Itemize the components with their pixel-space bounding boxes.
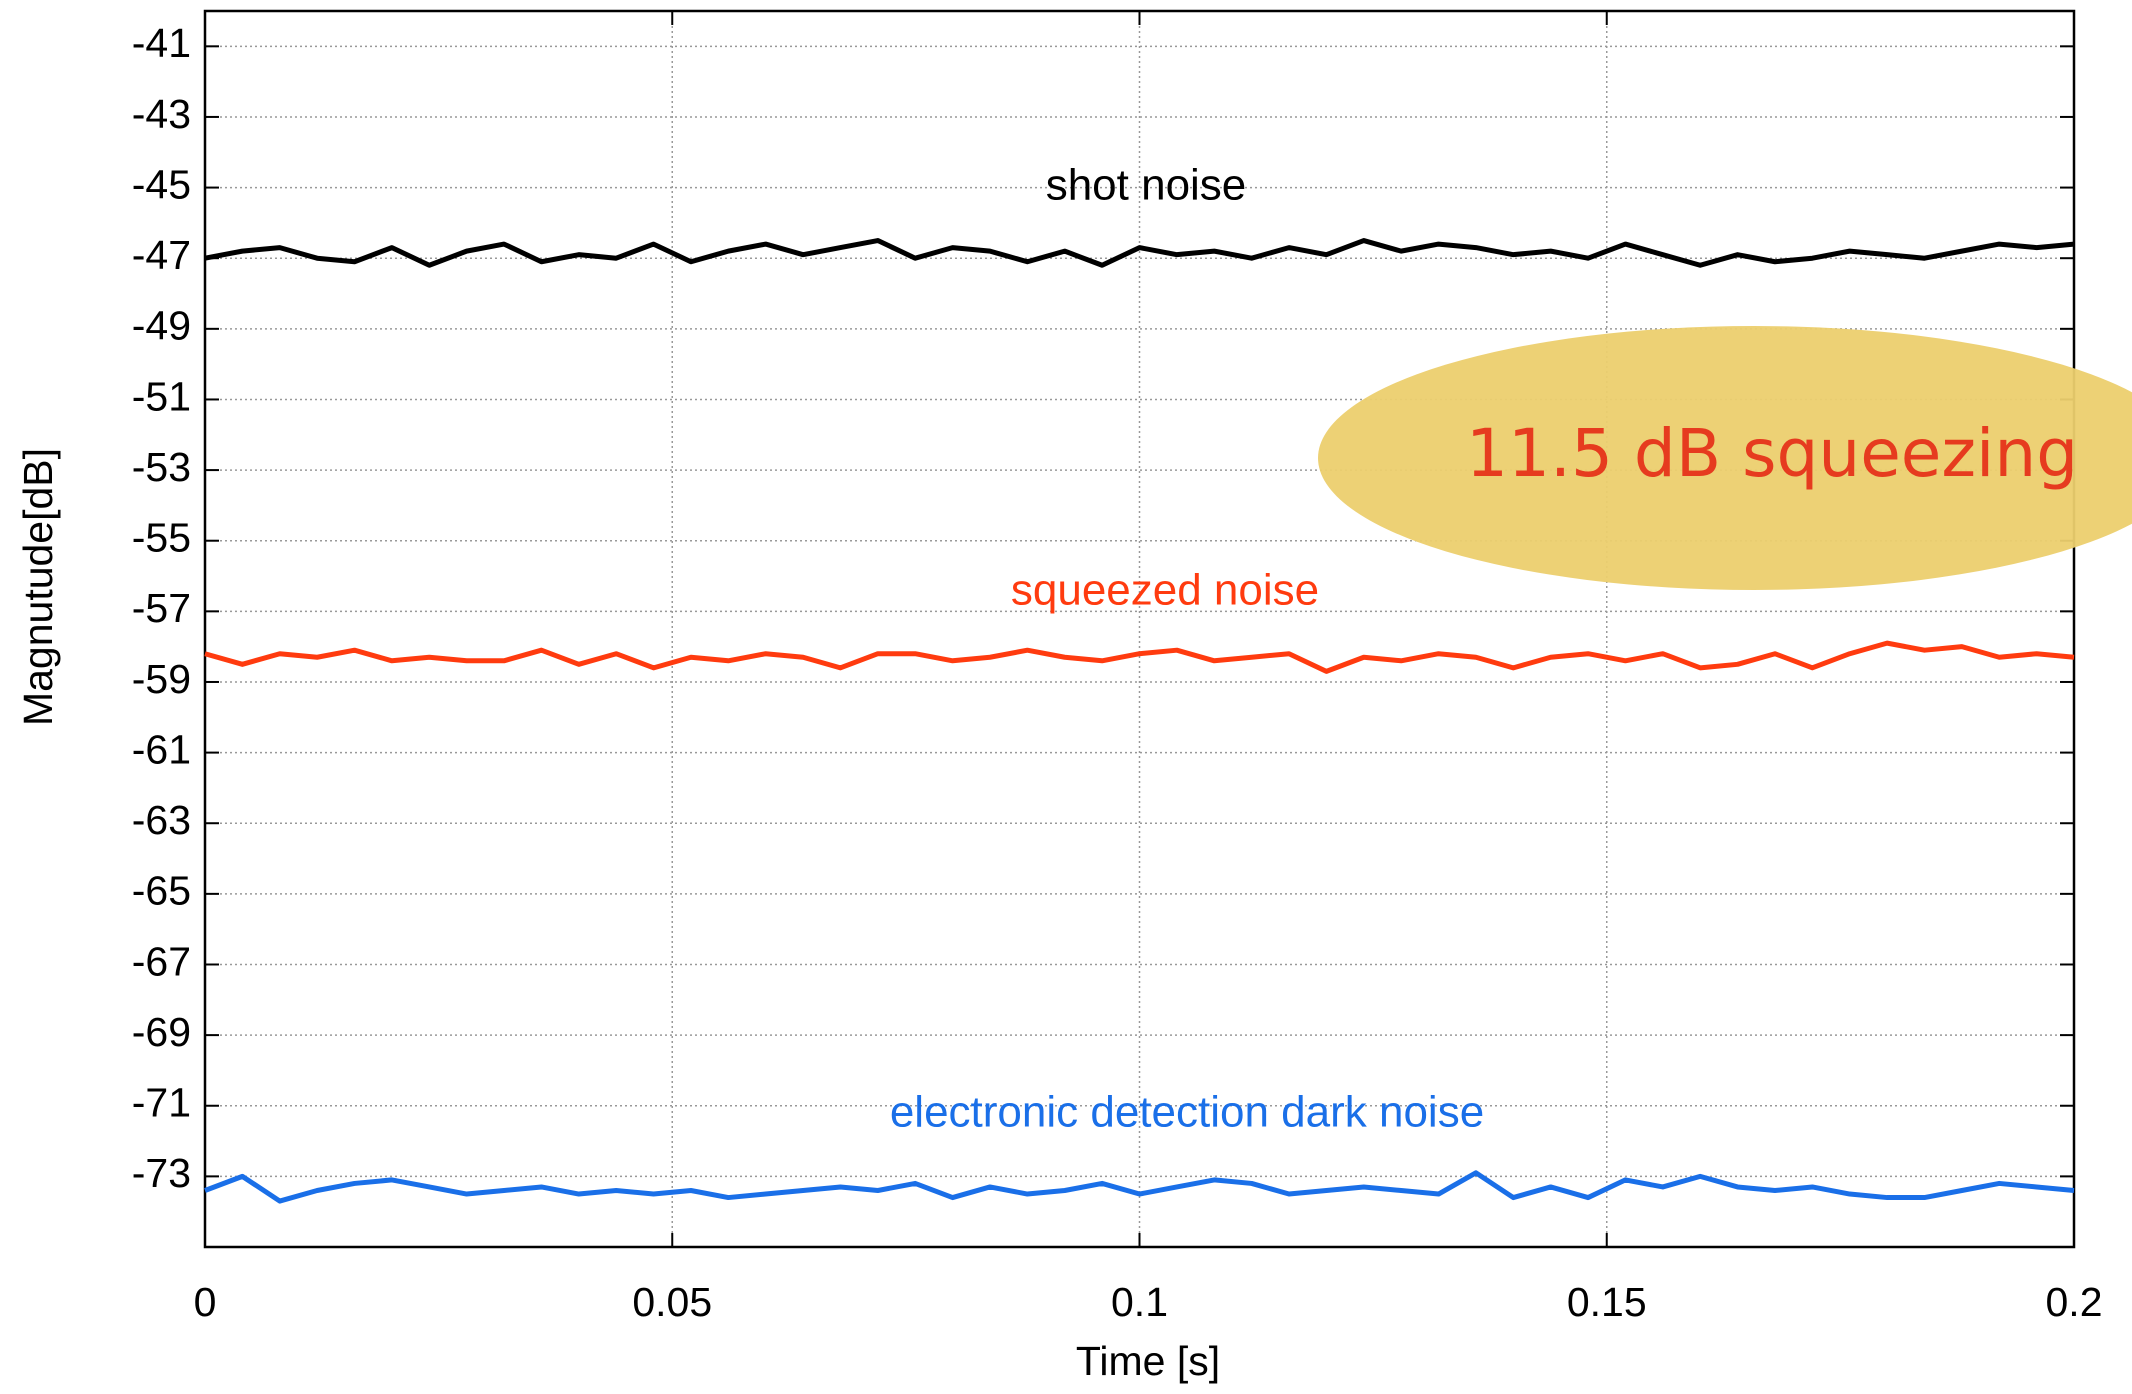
x-tick-label: 0.1 — [1111, 1279, 1168, 1325]
y-tick-label: -51 — [132, 373, 191, 419]
y-tick-label: -49 — [132, 303, 191, 349]
y-tick-label: -61 — [132, 726, 191, 772]
x-tick-label: 0.05 — [632, 1279, 712, 1325]
y-tick-label: -69 — [132, 1009, 191, 1055]
y-tick-label: -63 — [132, 797, 191, 843]
y-tick-label: -65 — [132, 868, 191, 914]
x-tick-label: 0 — [194, 1279, 217, 1325]
x-tick-label: 0.15 — [1567, 1279, 1647, 1325]
data-line — [204, 238, 2075, 268]
y-tick-label: -55 — [132, 515, 191, 561]
y-tick-label: -57 — [132, 585, 191, 631]
x-tick-label: 0.2 — [2046, 1279, 2103, 1325]
y-tick-label: -43 — [132, 91, 191, 137]
callout-ellipse — [1318, 326, 2132, 590]
data-line — [204, 1170, 2075, 1204]
data-line — [204, 640, 2075, 674]
y-tick-label: -41 — [132, 20, 191, 66]
y-tick-label: -47 — [132, 232, 191, 278]
y-tick-label: -53 — [132, 444, 191, 490]
y-tick-label: -67 — [132, 938, 191, 984]
y-tick-label: -71 — [132, 1080, 191, 1126]
series-label: squeezed noise — [1011, 566, 1319, 615]
y-tick-label: -73 — [132, 1150, 191, 1196]
series-label: shot noise — [1046, 161, 1247, 210]
annotation: 11.5 dB squeezing — [1466, 415, 2078, 492]
y-tick-label: -59 — [132, 656, 191, 702]
series-label: electronic detection dark noise — [890, 1088, 1484, 1137]
plot-frame — [203, 9, 2076, 1249]
x-axis-label: Time [s] — [1076, 1338, 1220, 1384]
y-tick-label: -45 — [132, 161, 191, 207]
y-axis-label: Magnutude[dB] — [15, 448, 61, 726]
